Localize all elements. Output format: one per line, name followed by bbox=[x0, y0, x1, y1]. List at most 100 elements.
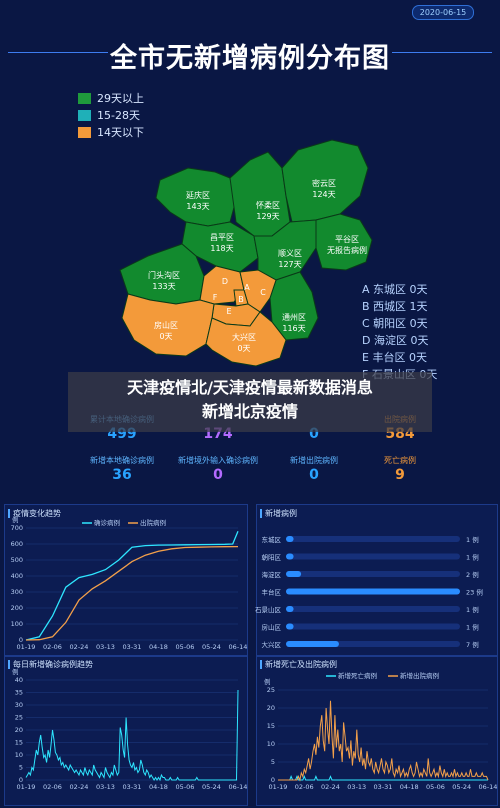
y-tick-label: 15 bbox=[15, 739, 23, 747]
bar bbox=[286, 553, 294, 560]
x-tick-label: 05-06 bbox=[426, 783, 445, 791]
x-tick-label: 05-06 bbox=[176, 783, 195, 791]
date-badge: 2020-06-15 bbox=[412, 5, 474, 20]
series-line bbox=[25, 545, 239, 641]
bar bbox=[286, 623, 294, 630]
map-label: 密云区 124天 bbox=[312, 179, 336, 199]
x-tick-label: 01-19 bbox=[17, 643, 36, 651]
headline-text: 天津疫情北/天津疫情最新数据消息 新增北京疫情 bbox=[68, 376, 432, 424]
x-tick-label: 02-06 bbox=[43, 643, 62, 651]
panel-title-bar bbox=[260, 660, 262, 669]
y-tick-label: 15 bbox=[267, 722, 275, 730]
map-label: 平谷区 无报告病例 bbox=[327, 235, 367, 255]
panel-title: 疫情变化趋势 bbox=[13, 509, 61, 518]
x-tick-label: 04-18 bbox=[400, 783, 419, 791]
new-cases-panel bbox=[256, 504, 498, 656]
map-label: 怀柔区 129天 bbox=[256, 201, 280, 221]
map-letter: C bbox=[260, 288, 266, 297]
title-divider-left bbox=[8, 52, 108, 53]
bar-value-label: 23 例 bbox=[466, 588, 483, 597]
map-letter: E bbox=[226, 307, 232, 316]
map-region-tongzhou bbox=[269, 271, 319, 341]
x-tick-label: 02-24 bbox=[70, 783, 89, 791]
legend-swatch bbox=[78, 92, 91, 104]
y-tick-label: 100 bbox=[11, 620, 23, 628]
panel-title-bar bbox=[8, 509, 10, 518]
bar-value-label: 7 例 bbox=[466, 640, 479, 649]
x-tick-label: 01-19 bbox=[17, 783, 36, 791]
x-tick-label: 02-24 bbox=[321, 783, 340, 791]
map-legend-item: 14天以下 bbox=[78, 125, 144, 139]
bar bbox=[286, 571, 302, 577]
bar-category-label: 房山区 bbox=[262, 623, 282, 632]
map-region-pinggu bbox=[315, 213, 373, 271]
series-line bbox=[278, 700, 489, 782]
stat-value: 9 bbox=[395, 467, 405, 483]
x-tick-label: 03-31 bbox=[374, 783, 393, 791]
bar bbox=[286, 536, 294, 542]
y-tick-label: 0 bbox=[19, 636, 23, 644]
district-status-item: C 朝阳区 0天 bbox=[362, 317, 428, 330]
x-tick-label: 02-24 bbox=[70, 643, 89, 651]
district-status-item: D 海淀区 0天 bbox=[362, 334, 429, 347]
map-region-huairou bbox=[229, 151, 291, 237]
bar bbox=[286, 606, 294, 612]
map-label: 大兴区 0天 bbox=[232, 333, 256, 353]
x-tick-label: 03-13 bbox=[96, 783, 115, 791]
deaths-discharges-panel bbox=[256, 656, 498, 806]
stat-label: 新增出院病例 bbox=[290, 456, 338, 465]
legend-label: 出院病例 bbox=[140, 518, 166, 527]
map-legend-item: 15-28天 bbox=[78, 108, 140, 122]
bar-category-label: 大兴区 bbox=[262, 640, 282, 649]
headline-line-1: 天津疫情北/天津疫情最新数据消息 bbox=[127, 378, 373, 397]
legend-label: 新增出院病例 bbox=[400, 671, 439, 680]
map-region-miyun bbox=[281, 139, 369, 223]
stat-value: 36 bbox=[112, 467, 132, 483]
x-tick-label: 06-14 bbox=[229, 643, 248, 651]
panel-title: 新增死亡及出院病例 bbox=[265, 660, 337, 669]
map-region-shunyi bbox=[253, 219, 317, 281]
y-tick-label: 10 bbox=[267, 740, 275, 748]
map-letter: B bbox=[238, 295, 244, 304]
stat-value: 0 bbox=[309, 426, 319, 442]
y-tick-label: 0 bbox=[271, 776, 275, 784]
bar-value-label: 1 例 bbox=[466, 605, 479, 614]
trend-chart-panel bbox=[4, 504, 248, 656]
legend-label: 14天以下 bbox=[97, 126, 144, 139]
map-letter: A bbox=[244, 283, 250, 292]
bar-value-label: 2 例 bbox=[466, 570, 479, 579]
x-tick-label: 06-14 bbox=[229, 783, 248, 791]
x-tick-label: 05-24 bbox=[202, 783, 221, 791]
stat-label: 新增本地确诊病例 bbox=[90, 456, 154, 465]
bar-track bbox=[286, 606, 460, 612]
legend-swatch bbox=[78, 109, 91, 121]
panel-title-bar bbox=[8, 660, 10, 669]
series-line bbox=[25, 530, 239, 641]
x-tick-label: 05-24 bbox=[202, 643, 221, 651]
x-tick-label: 03-31 bbox=[123, 643, 142, 651]
y-tick-label: 25 bbox=[267, 686, 275, 694]
bar-category-label: 朝阳区 bbox=[262, 553, 282, 562]
district-status-item: A 东城区 0天 bbox=[362, 283, 428, 296]
title-divider-right bbox=[392, 52, 492, 53]
bar-category-label: 石景山区 bbox=[255, 605, 282, 614]
y-tick-label: 400 bbox=[11, 572, 23, 580]
bar-category-label: 丰台区 bbox=[262, 588, 282, 597]
y-tick-label: 500 bbox=[11, 556, 23, 564]
stat-value: 0 bbox=[213, 467, 223, 483]
map-label: 房山区 0天 bbox=[154, 321, 178, 341]
bar-track bbox=[286, 553, 460, 560]
headline-banner bbox=[68, 372, 432, 432]
district-status-item: B 西城区 1天 bbox=[362, 300, 428, 313]
legend-label: 15-28天 bbox=[97, 109, 140, 122]
legend-label: 新增死亡病例 bbox=[338, 671, 377, 680]
map-label: 通州区 116天 bbox=[282, 313, 306, 333]
legend-label: 29天以上 bbox=[97, 92, 144, 105]
map-label: 门头沟区 133天 bbox=[148, 271, 180, 291]
y-tick-label: 200 bbox=[11, 604, 23, 612]
x-tick-label: 04-18 bbox=[149, 783, 168, 791]
x-tick-label: 03-13 bbox=[96, 643, 115, 651]
map-label: 延庆区 143天 bbox=[186, 191, 210, 211]
